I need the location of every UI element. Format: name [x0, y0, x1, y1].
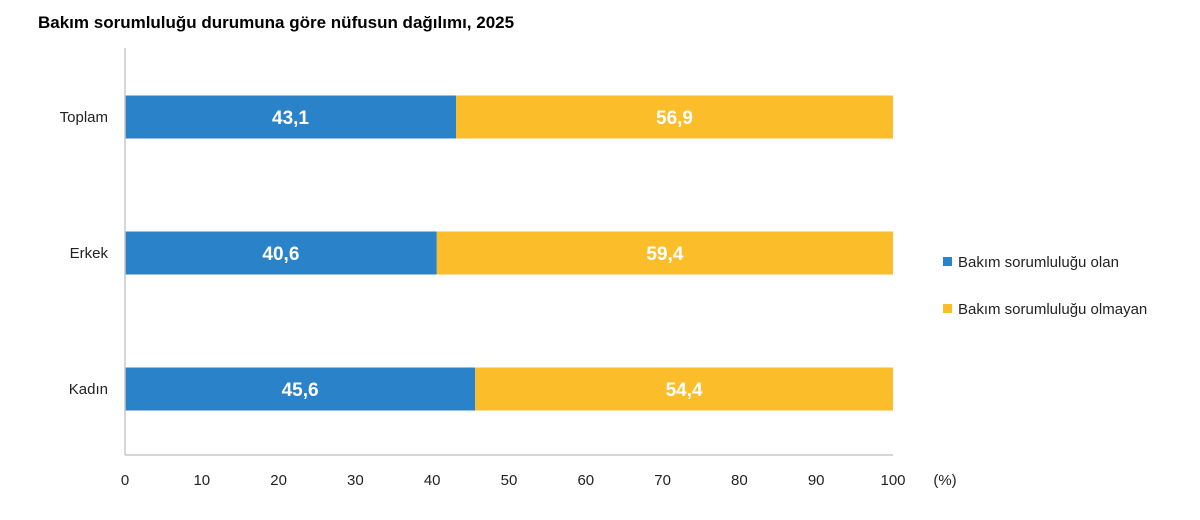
data-label: 54,4 [666, 380, 703, 401]
x-tick-label: 70 [654, 472, 671, 489]
data-label: 56,9 [656, 108, 693, 129]
bar-olmayan[interactable] [436, 231, 893, 275]
x-tick-label: 80 [731, 472, 748, 489]
data-label: 40,6 [262, 244, 299, 265]
legend-label: Bakım sorumluluğu olmayan [958, 301, 1147, 318]
category-label: Toplam [60, 109, 108, 126]
x-tick-label: 10 [193, 472, 210, 489]
x-tick-label: 100 [880, 472, 905, 489]
legend-swatch [943, 257, 952, 266]
category-label: Kadın [69, 381, 108, 398]
category-label: Erkek [70, 245, 109, 262]
bar-olmayan[interactable] [475, 367, 893, 411]
x-tick-label: 20 [270, 472, 287, 489]
bar-olan[interactable] [125, 367, 476, 411]
chart-title: Bakım sorumluluğu durumuna göre nüfusun … [38, 13, 515, 32]
bar-olan[interactable] [125, 95, 457, 139]
x-tick-label: 50 [501, 472, 518, 489]
bar-olan[interactable] [125, 231, 437, 275]
x-tick-label: 0 [121, 472, 129, 489]
legend: Bakım sorumluluğu olan Bakım sorumluluğu … [943, 254, 1147, 318]
legend-label: Bakım sorumluluğu olan [958, 254, 1119, 271]
data-label: 43,1 [272, 108, 309, 129]
data-label: 59,4 [646, 244, 683, 265]
data-label: 45,6 [282, 380, 319, 401]
x-tick-label: 40 [424, 472, 441, 489]
x-tick-label: 60 [577, 472, 594, 489]
bar-olmayan[interactable] [456, 95, 893, 139]
x-unit-label: (%) [933, 472, 956, 489]
legend-swatch [943, 304, 952, 313]
x-tick-label: 30 [347, 472, 364, 489]
axes-group: Toplam Erkek Kadın 0 10 20 30 40 50 60 70 80 90 100 (%… [60, 48, 957, 489]
x-tick-label: 90 [808, 472, 825, 489]
bars-group: 43,1 56,9 40,6 59,4 45,6 54,4 [125, 95, 893, 411]
